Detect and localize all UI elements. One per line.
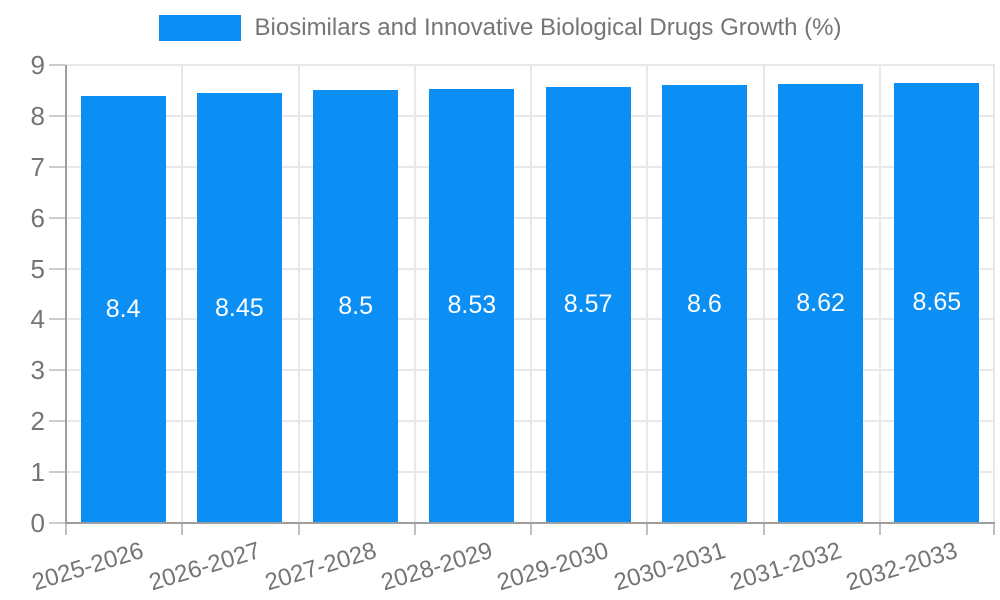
plot-area: 0 1 2 3 4 5 6 7 8 9 8.4 2025-2026 8.45 2026-2027 8.5 20… (29, 50, 995, 596)
x-axis-tick-label: 2027-2028 (261, 537, 380, 597)
y-axis-tick-label: 9 (30, 50, 45, 80)
bar: 8.5 (313, 90, 399, 523)
bar-value-label: 8.5 (338, 292, 373, 321)
bar-value-label: 8.62 (796, 289, 845, 318)
bar-value-label: 8.4 (105, 294, 141, 323)
bar: 8.57 (545, 86, 631, 523)
bar-value-label: 8.53 (447, 291, 497, 320)
bar: 8.65 (894, 82, 980, 523)
y-axis-tick-label: 3 (30, 355, 45, 386)
y-axis-tick (49, 522, 65, 524)
x-axis-tick-label: 2032-2033 (843, 537, 961, 597)
bar: 8.53 (429, 88, 515, 523)
y-axis-line (65, 65, 67, 523)
bar: 8.62 (778, 84, 864, 523)
bar: 8.45 (196, 93, 282, 523)
legend-label: Biosimilars and Innovative Biological Dr… (254, 14, 842, 41)
x-axis-tick-label: 2025-2026 (29, 537, 148, 597)
y-axis-tick (49, 216, 65, 219)
x-gridline (762, 65, 765, 523)
y-axis-tick-label: 0 (30, 508, 45, 538)
x-axis-line (65, 522, 995, 524)
bar-value-label: 8.45 (215, 293, 264, 322)
y-axis-tick-label: 7 (30, 151, 45, 182)
x-axis-tick (530, 523, 532, 535)
x-axis-tick (297, 523, 300, 535)
y-axis-tick-label: 6 (30, 202, 45, 233)
x-axis-tick-label: 2029-2030 (494, 537, 613, 597)
x-axis-tick-label: 2028-2029 (378, 537, 496, 597)
y-axis-tick (49, 64, 65, 66)
x-axis-tick-label: 2030-2031 (610, 537, 729, 597)
x-axis-tick (646, 523, 649, 535)
y-axis-tick (49, 369, 65, 372)
bar-value-label: 8.65 (912, 288, 962, 317)
x-gridline (181, 65, 184, 523)
bar: 8.4 (80, 95, 166, 523)
bar-value-label: 8.6 (686, 289, 722, 318)
x-axis-tick (413, 523, 416, 535)
y-axis-tick-label: 1 (30, 457, 45, 488)
y-axis-tick (49, 114, 65, 117)
y-axis-tick-label: 5 (30, 253, 45, 284)
x-axis-tick (65, 523, 67, 535)
y-axis-tick (49, 165, 65, 168)
x-gridline (878, 65, 881, 523)
x-axis-tick (878, 523, 881, 535)
x-gridline (993, 65, 995, 523)
legend: Biosimilars and Innovative Biological Dr… (0, 14, 1000, 42)
x-gridline (646, 65, 649, 523)
x-gridline (413, 65, 416, 523)
y-axis-tick (49, 318, 65, 321)
y-axis-tick (49, 471, 65, 474)
x-gridline (297, 65, 300, 523)
y-axis-tick (49, 420, 65, 423)
x-axis-tick-label: 2026-2027 (145, 537, 264, 597)
bar-value-label: 8.57 (563, 290, 613, 319)
x-gridline (530, 65, 532, 523)
y-axis-tick-label: 2 (30, 406, 45, 437)
bar: 8.6 (661, 85, 747, 523)
y-axis-tick-label: 4 (30, 304, 45, 335)
legend-swatch (158, 15, 241, 41)
x-axis-tick (762, 523, 765, 535)
y-axis-tick-label: 8 (30, 100, 45, 131)
y-axis-tick (49, 267, 65, 270)
x-axis-tick-label: 2031-2032 (726, 537, 845, 597)
x-axis-tick (181, 523, 184, 535)
x-axis-tick (993, 523, 995, 535)
